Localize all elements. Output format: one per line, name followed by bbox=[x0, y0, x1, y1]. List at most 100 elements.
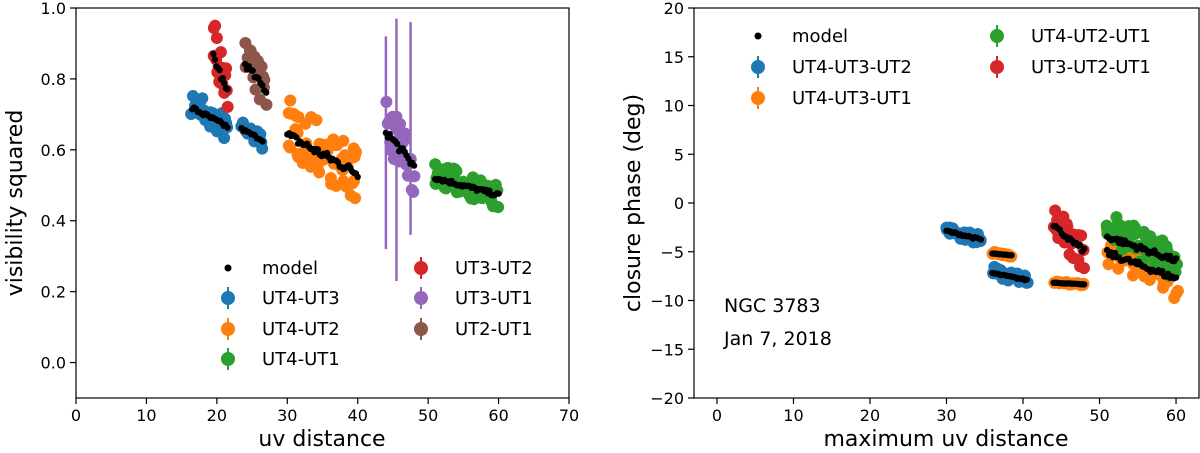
model-point bbox=[410, 162, 418, 169]
legend-label: UT4-UT3-UT2 bbox=[792, 57, 912, 78]
x-tick-label: 0 bbox=[71, 406, 81, 425]
legend-label: UT4-UT2-UT1 bbox=[1031, 26, 1151, 47]
model-point bbox=[259, 82, 266, 89]
data-point-ut4-ut1 bbox=[492, 201, 505, 214]
y-tick-label: 1.0 bbox=[41, 0, 66, 18]
data-point-ut3-ut2-ut1 bbox=[1049, 204, 1062, 217]
closure-phase-panel: 0 10 20 30 40 50 60 −20 −15 −10 −5 0 5 10 15 20 model UT… bbox=[621, 0, 1200, 452]
model-point bbox=[977, 236, 985, 243]
legend-marker-ut4-ut3 bbox=[221, 291, 235, 305]
x-tick-label: 20 bbox=[860, 406, 880, 425]
x-tick-label: 40 bbox=[1013, 406, 1033, 425]
closure-phase-x-axis-label: maximum uv distance bbox=[823, 427, 1068, 452]
y-tick-label: −5 bbox=[660, 243, 684, 262]
y-tick-label: −10 bbox=[650, 292, 684, 311]
model-point bbox=[216, 66, 223, 74]
model-point bbox=[1008, 252, 1015, 259]
legend-marker-ut3-ut2-ut1 bbox=[990, 60, 1004, 74]
legend-label: UT2-UT1 bbox=[455, 319, 533, 340]
legend-marker-ut4-ut2 bbox=[221, 322, 235, 336]
model-point bbox=[224, 86, 231, 93]
closure-phase-y-axis-label: closure phase (deg) bbox=[621, 94, 646, 312]
data-point-ut3-ut2-ut1 bbox=[1075, 229, 1088, 242]
model-point bbox=[495, 190, 502, 197]
legend-label: UT4-UT1 bbox=[262, 349, 340, 370]
data-point-ut4-ut3 bbox=[196, 92, 209, 105]
y-tick-label: 0.6 bbox=[41, 141, 66, 160]
data-point-ut4-ut2 bbox=[310, 114, 323, 127]
y-tick-label: 0 bbox=[674, 194, 684, 213]
x-tick-label: 10 bbox=[136, 406, 156, 425]
visibility-legend: model UT4-UT3 UT4-UT2 UT4-UT1 UT3-UT2 UT3-UT1… bbox=[221, 257, 533, 370]
visibility-plot-frame bbox=[75, 7, 570, 399]
legend-label: model bbox=[792, 26, 848, 47]
y-tick-label: 0.2 bbox=[41, 283, 66, 302]
x-tick-label: 30 bbox=[277, 406, 297, 425]
model-point bbox=[249, 67, 256, 74]
model-point bbox=[211, 56, 219, 63]
data-point-ut4-ut2-ut1 bbox=[1128, 221, 1141, 234]
legend-label: UT4-UT3 bbox=[262, 288, 340, 309]
model-point bbox=[1172, 274, 1180, 281]
data-point-ut4-ut2 bbox=[349, 192, 362, 205]
model-point bbox=[1159, 267, 1166, 275]
x-tick-label: 50 bbox=[1089, 406, 1109, 425]
legend-marker-ut4-ut1 bbox=[221, 352, 235, 366]
legend-label: UT4-UT2 bbox=[262, 319, 340, 340]
data-point-ut3-ut2 bbox=[220, 62, 233, 75]
x-tick-label: 0 bbox=[712, 406, 722, 425]
data-point-ut3-ut2 bbox=[214, 46, 227, 59]
legend-label: UT3-UT1 bbox=[455, 288, 533, 309]
data-point-ut4-ut2 bbox=[284, 94, 297, 107]
legend-label: UT4-UT3-UT1 bbox=[792, 88, 912, 109]
model-point bbox=[314, 146, 322, 153]
model-point bbox=[262, 89, 270, 96]
legend-label: model bbox=[262, 258, 318, 279]
data-point-ut3-ut1 bbox=[408, 170, 421, 183]
annotation-object-name: NGC 3783 bbox=[724, 295, 821, 317]
data-point-ut4-ut2 bbox=[349, 146, 362, 159]
model-point bbox=[1172, 255, 1180, 262]
y-tick-label: 0.4 bbox=[41, 212, 66, 231]
legend-marker-model bbox=[754, 32, 762, 40]
annotation-date: Jan 7, 2018 bbox=[723, 328, 832, 350]
data-point-ut3-ut1 bbox=[380, 95, 393, 108]
data-point-ut4-ut2 bbox=[313, 166, 326, 179]
x-tick-label: 50 bbox=[418, 406, 438, 425]
model-point bbox=[405, 155, 412, 162]
legend-label: UT3-UT2 bbox=[455, 258, 533, 279]
model-point bbox=[1081, 245, 1088, 253]
data-point-ut4-ut2-ut1 bbox=[1160, 240, 1173, 253]
data-point-ut3-ut2 bbox=[221, 100, 234, 113]
x-tick-label: 70 bbox=[559, 406, 579, 425]
legend-marker-ut2-ut1 bbox=[414, 322, 428, 336]
x-tick-label: 60 bbox=[488, 406, 508, 425]
data-point-ut2-ut1 bbox=[255, 60, 268, 73]
y-tick-label: −15 bbox=[650, 340, 684, 359]
legend-marker-ut4-ut2-ut1 bbox=[990, 29, 1004, 43]
x-tick-label: 60 bbox=[1166, 406, 1186, 425]
model-point bbox=[221, 80, 228, 87]
legend-marker-ut4-ut3-ut2 bbox=[751, 60, 765, 74]
legend-marker-ut4-ut3-ut1 bbox=[751, 91, 765, 105]
y-tick-label: 0.0 bbox=[41, 354, 66, 373]
closure-phase-legend: model UT4-UT3-UT2 UT4-UT3-UT1 UT4-UT2-UT1 UT… bbox=[751, 25, 1151, 109]
x-tick-label: 20 bbox=[207, 406, 227, 425]
model-point bbox=[393, 140, 401, 148]
visibility-x-axis-label: uv distance bbox=[258, 427, 385, 452]
model-point bbox=[1166, 252, 1174, 260]
data-point-ut4-ut1 bbox=[450, 165, 463, 178]
y-tick-label: 5 bbox=[674, 145, 684, 164]
y-tick-label: 15 bbox=[664, 48, 684, 67]
legend-marker-ut3-ut1 bbox=[414, 291, 428, 305]
model-point bbox=[259, 138, 266, 145]
model-point bbox=[224, 124, 231, 131]
data-point-ut3-ut1 bbox=[394, 118, 407, 131]
closure-phase-data-points bbox=[940, 204, 1184, 304]
model-point bbox=[1023, 276, 1031, 283]
data-point-ut4-ut3-ut1 bbox=[1171, 284, 1184, 297]
legend-marker-model bbox=[224, 264, 232, 272]
data-point-ut3-ut2-ut1 bbox=[1077, 262, 1090, 275]
visibility-y-axis-label: visibility squared bbox=[3, 110, 28, 297]
